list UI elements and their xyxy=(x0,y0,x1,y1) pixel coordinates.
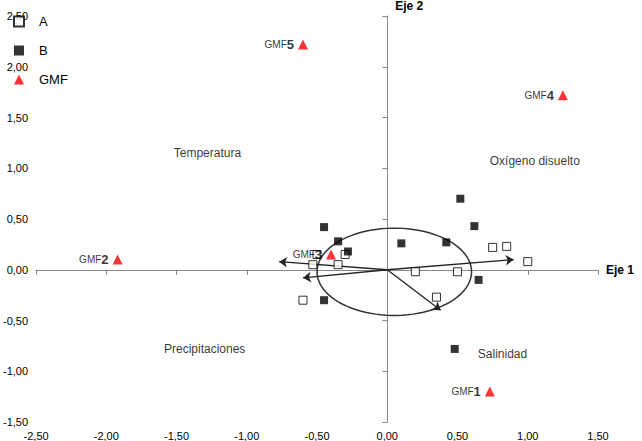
svg-text:-2,00: -2,00 xyxy=(94,430,119,441)
svg-text:GMF: GMF xyxy=(293,249,315,260)
svg-text:Salinidad: Salinidad xyxy=(478,347,527,361)
svg-text:-1,50: -1,50 xyxy=(164,430,189,441)
svg-text:GMF: GMF xyxy=(451,386,473,397)
svg-text:1,00: 1,00 xyxy=(7,162,28,174)
svg-text:0,50: 0,50 xyxy=(7,213,28,225)
svg-text:Precipitaciones: Precipitaciones xyxy=(164,342,245,356)
svg-text:2: 2 xyxy=(101,252,108,267)
svg-text:1: 1 xyxy=(474,384,481,399)
svg-text:1,00: 1,00 xyxy=(517,430,538,441)
svg-text:-2,50: -2,50 xyxy=(24,430,49,441)
svg-text:0,00: 0,00 xyxy=(377,430,398,441)
svg-text:0,00: 0,00 xyxy=(7,264,28,276)
svg-text:Temperatura: Temperatura xyxy=(174,146,242,160)
svg-text:GMF: GMF xyxy=(39,72,68,87)
svg-text:1,50: 1,50 xyxy=(587,430,608,441)
svg-text:0,50: 0,50 xyxy=(447,430,468,441)
svg-text:Eje 2: Eje 2 xyxy=(395,0,423,13)
svg-text:-0,50: -0,50 xyxy=(3,315,28,327)
svg-text:GMF: GMF xyxy=(79,254,101,265)
svg-text:A: A xyxy=(39,14,48,29)
svg-text:3: 3 xyxy=(315,247,322,262)
svg-text:4: 4 xyxy=(547,88,555,103)
svg-text:-1,00: -1,00 xyxy=(234,430,259,441)
svg-text:Oxígeno disuelto: Oxígeno disuelto xyxy=(490,154,580,168)
svg-text:B: B xyxy=(39,43,48,58)
svg-text:5: 5 xyxy=(287,37,294,52)
svg-text:GMF: GMF xyxy=(265,39,287,50)
svg-text:2,00: 2,00 xyxy=(7,61,28,73)
svg-text:1,50: 1,50 xyxy=(7,112,28,124)
svg-text:GMF: GMF xyxy=(524,90,546,101)
svg-text:Eje 1: Eje 1 xyxy=(606,263,634,277)
svg-text:-1,00: -1,00 xyxy=(3,365,28,377)
svg-text:-0,50: -0,50 xyxy=(304,430,329,441)
svg-text:-1,50: -1,50 xyxy=(3,416,28,428)
